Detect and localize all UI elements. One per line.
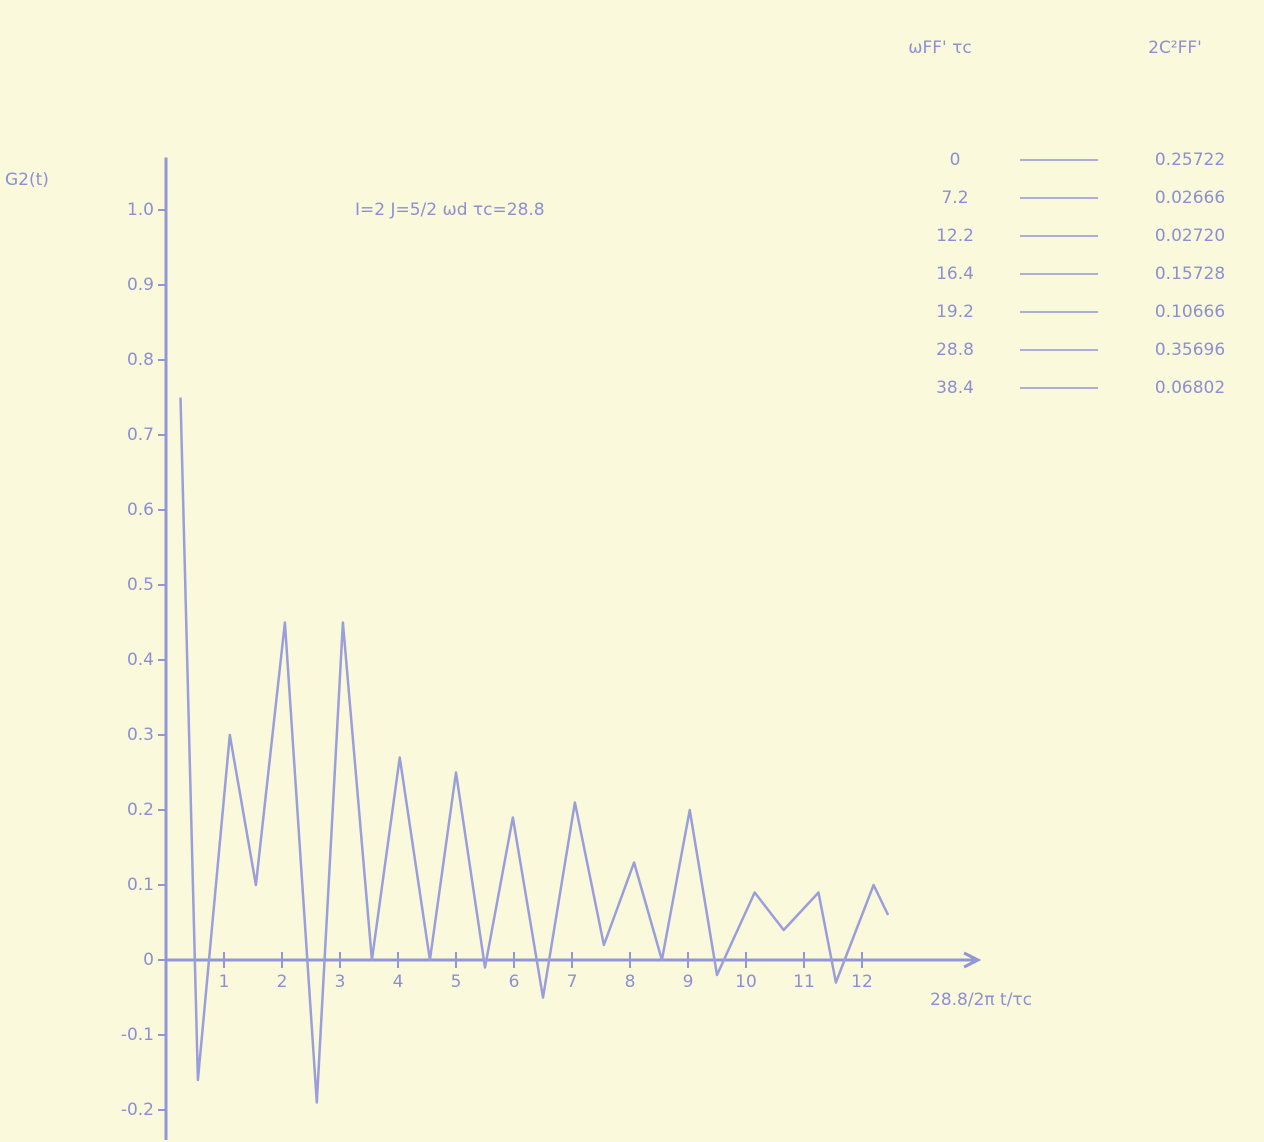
y-tick-label: 1.0 (127, 200, 154, 220)
x-tick-label: 11 (793, 972, 815, 992)
table-cell: 0.06802 (1155, 378, 1225, 398)
table-cell: 0.02666 (1155, 188, 1225, 208)
y-tick-label: 0.8 (127, 350, 154, 370)
y-tick-label: 0.5 (127, 575, 154, 595)
y-tick-label: 0 (143, 950, 154, 970)
y-tick-label: 0.9 (127, 275, 154, 295)
y-tick-label: 0.6 (127, 500, 154, 520)
data-line (179, 397, 890, 1104)
table-cell: 38.4 (936, 378, 974, 398)
y-axis-label: G2(t) (5, 170, 49, 190)
x-tick-label: 6 (509, 972, 520, 992)
x-tick-label: 8 (625, 972, 636, 992)
y-tick-label: 0.2 (127, 800, 154, 820)
table-cell: 0.25722 (1155, 150, 1225, 170)
table-cell: 0.35696 (1155, 340, 1225, 360)
y-tick-label: 0.4 (127, 650, 154, 670)
y-tick-label: -0.1 (121, 1025, 154, 1045)
x-tick-label: 7 (567, 972, 578, 992)
x-axis-arrow (963, 951, 982, 969)
table-header: ωFF' τc (908, 38, 971, 58)
table-cell: 16.4 (936, 264, 974, 284)
table-header: 2C²FF' (1148, 38, 1202, 58)
table-cell: 28.8 (936, 340, 974, 360)
x-tick-label: 4 (393, 972, 404, 992)
table-cell: 12.2 (936, 226, 974, 246)
table-cell: 0.10666 (1155, 302, 1225, 322)
table-cell: 0.02720 (1155, 226, 1225, 246)
y-tick-label: 0.3 (127, 725, 154, 745)
table-cell: 0 (950, 150, 961, 170)
table-cell: 19.2 (936, 302, 974, 322)
x-tick-label: 9 (683, 972, 694, 992)
x-tick-label: 12 (851, 972, 873, 992)
x-axis-label: 28.8/2π t/τc (930, 990, 1032, 1010)
y-tick-label: 0.1 (127, 875, 154, 895)
x-tick-label: 1 (219, 972, 230, 992)
x-tick-label: 10 (735, 972, 757, 992)
x-tick-label: 3 (335, 972, 346, 992)
annotation: I=2 J=5/2 ωd τc=28.8 (355, 200, 545, 220)
table-cell: 0.15728 (1155, 264, 1225, 284)
y-tick-label: 0.7 (127, 425, 154, 445)
x-tick-label: 2 (277, 972, 288, 992)
y-tick-label: -0.2 (121, 1100, 154, 1120)
x-tick-label: 5 (451, 972, 462, 992)
table-cell: 7.2 (941, 188, 968, 208)
